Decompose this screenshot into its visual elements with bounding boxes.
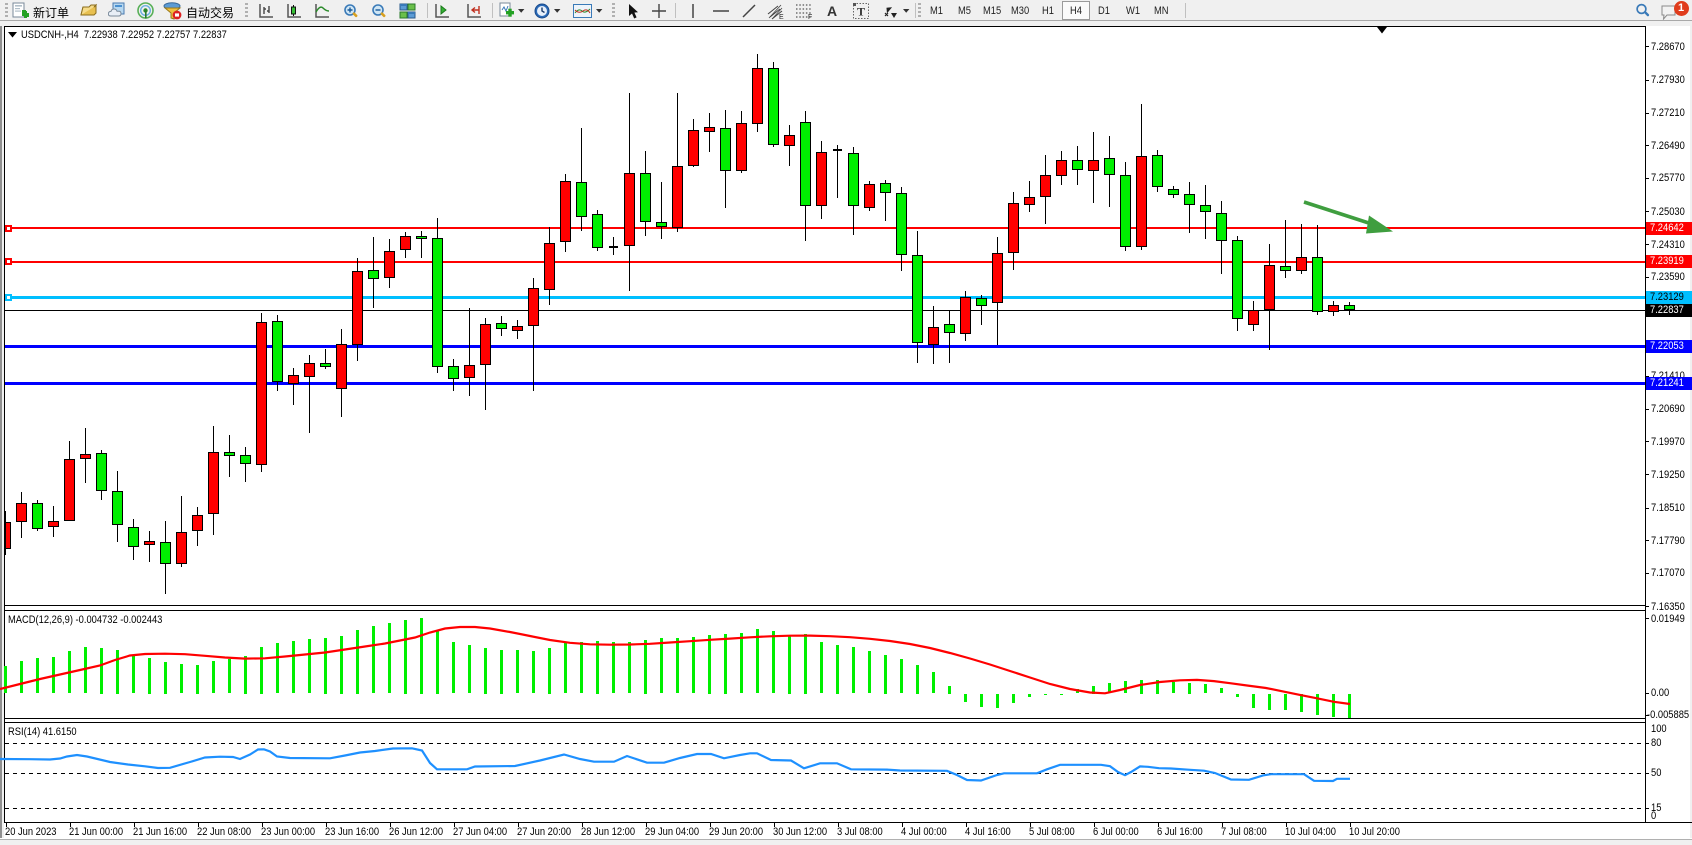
- svg-text:F: F: [808, 14, 812, 20]
- svg-text:E: E: [779, 14, 784, 20]
- svg-text:T: T: [857, 5, 865, 19]
